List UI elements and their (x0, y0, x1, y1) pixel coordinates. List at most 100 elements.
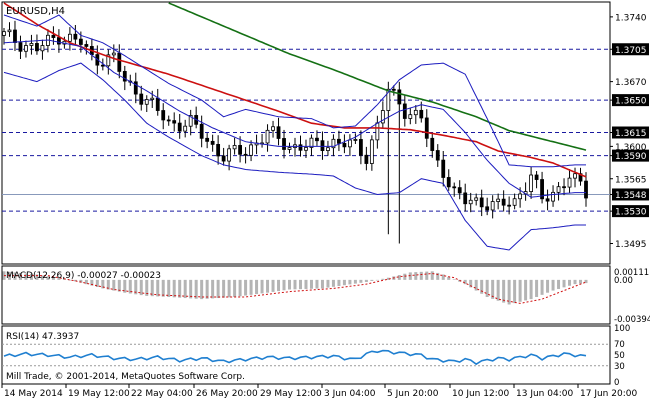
candle-body (221, 155, 226, 162)
candle-body (309, 137, 314, 148)
macd-bar (266, 279, 270, 293)
macd-bar (227, 279, 231, 298)
candle-body (529, 174, 533, 192)
rsi-line (3, 349, 587, 366)
candle-body (122, 71, 127, 82)
candle-body (584, 180, 588, 199)
macd-tick-label: 0.00111 (614, 268, 649, 278)
copyright-label: Mill Trade, © 2001-2014, MetaQuotes Soft… (6, 372, 245, 382)
price-label-box (612, 43, 649, 56)
rsi-tick-label: 30 (614, 362, 625, 372)
price-label-1.3615: 1.3615 (615, 129, 647, 139)
series-ema_slow (168, 2, 587, 151)
macd-bar (397, 275, 401, 280)
macd-bar (183, 279, 187, 299)
macd-bar (381, 278, 385, 280)
macd-bar (172, 279, 176, 298)
candle-body (402, 103, 407, 119)
macd-tick-label: 0.00 (614, 276, 633, 286)
macd-bar (293, 279, 297, 290)
macd-bar (211, 279, 215, 299)
candle-body (161, 110, 166, 121)
time-tick-label: 3 Jun 04:00 (324, 389, 376, 399)
macd-bar (156, 279, 160, 297)
candle-body (534, 174, 539, 180)
macd-bar (29, 273, 33, 280)
candle-body (216, 143, 221, 157)
macd-bar (298, 279, 302, 290)
macd-bar (370, 279, 374, 281)
candle-body (84, 44, 89, 47)
candle-body (326, 147, 330, 151)
candle-body (512, 198, 517, 206)
macd-bar (364, 279, 368, 283)
macd-bar (277, 279, 281, 292)
candle-body (232, 145, 237, 150)
macd-bar (238, 279, 242, 297)
candle-body (419, 109, 424, 119)
candle-body (24, 45, 28, 52)
macd-bar (315, 279, 319, 289)
macd-bar (282, 279, 286, 291)
price-axis: 1.37401.37051.36701.36501.36151.36001.35… (610, 13, 650, 388)
macd-bar (491, 279, 495, 299)
candle-body (430, 137, 435, 151)
macd-bar (485, 279, 489, 297)
rsi-title: RSI(14) 47.3937 (6, 332, 79, 342)
candle-body (320, 140, 325, 151)
candle-body (551, 191, 555, 202)
macd-bar (123, 279, 127, 293)
candle-body (435, 150, 440, 161)
price-label-box (612, 94, 649, 107)
candle-body (227, 148, 232, 162)
macd-bar (233, 279, 237, 297)
macd-bar (117, 279, 121, 292)
rsi-plot (2, 343, 610, 367)
candle-body (287, 147, 292, 150)
price-label-1.3530: 1.3530 (615, 208, 647, 218)
macd-bar (403, 273, 407, 280)
price-tick-label: 1.3495 (615, 240, 647, 250)
time-tick-label: 5 Jun 20:00 (387, 389, 439, 399)
candle-body (545, 198, 550, 202)
macd-bar (529, 279, 533, 300)
macd-bar (101, 279, 105, 289)
candle-body (133, 81, 138, 95)
macd-bar (189, 279, 193, 299)
macd-bar (375, 279, 379, 281)
candle-body (490, 201, 495, 211)
macd-bar (496, 279, 500, 301)
candle-body (337, 138, 341, 144)
price-label-1.3650: 1.3650 (615, 97, 647, 107)
macd-bar (205, 279, 209, 299)
time-axis: 14 May 2014 19 May 12:00 22 May 04:00 26 Ma… (1, 384, 637, 399)
price-label-box (612, 188, 649, 201)
candle-body (567, 177, 572, 188)
time-tick-label: 14 May 2014 (4, 389, 63, 399)
macd-bar (68, 279, 72, 281)
candle-body (139, 93, 144, 105)
candle-body (276, 126, 281, 139)
macd-bar (216, 279, 220, 299)
candle-body (556, 186, 561, 193)
candle-body (57, 37, 61, 45)
macd-bar (222, 279, 226, 298)
macd-bar (551, 279, 555, 291)
macd-title: MACD(12,26,9) -0.00027 -0.00023 (6, 271, 161, 281)
macd-bar (304, 279, 308, 289)
macd-bar (562, 279, 566, 288)
candle-body (73, 33, 78, 40)
macd-panel-frame (1, 265, 611, 325)
candle-body (177, 122, 182, 132)
macd-bar (24, 273, 28, 280)
price-tick-label: 1.3600 (615, 143, 647, 153)
candle-body (100, 64, 105, 67)
macd-bar (106, 279, 110, 290)
candle-body (205, 137, 210, 142)
price-label-box (612, 205, 649, 218)
candle-body (375, 122, 380, 141)
macd-tick-label: -0.00394 (614, 315, 650, 325)
macd-bar (161, 279, 165, 297)
candle-body (2, 31, 6, 36)
macd-bar (579, 279, 583, 284)
